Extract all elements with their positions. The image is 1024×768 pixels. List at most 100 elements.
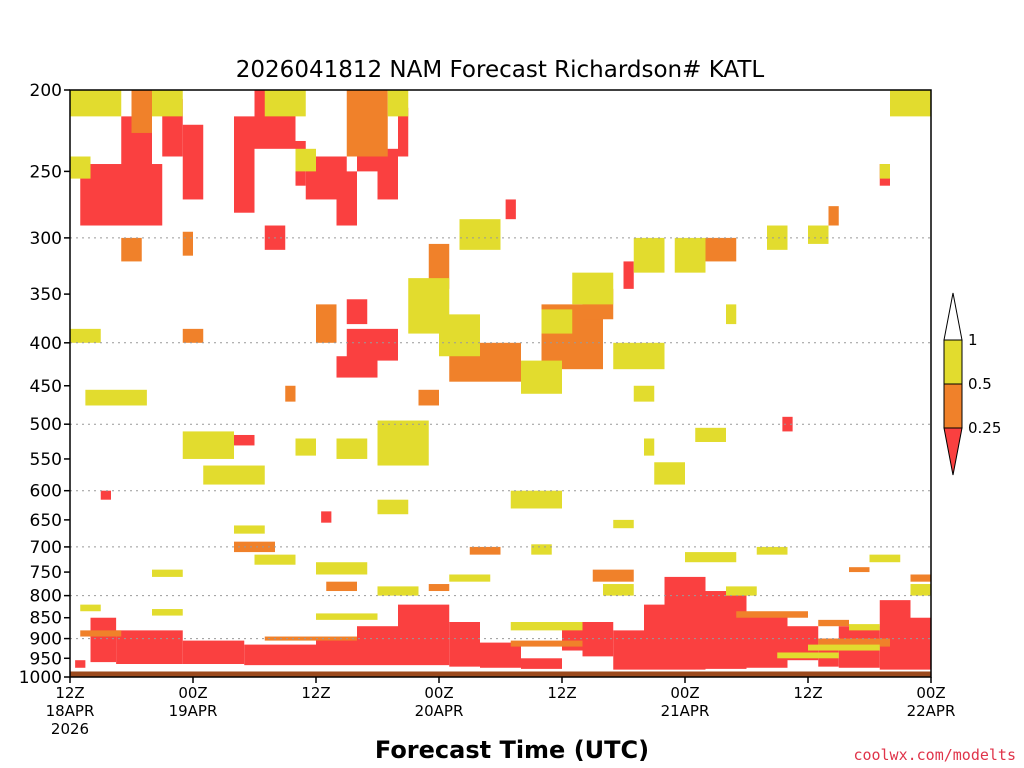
data-cell [131, 90, 152, 133]
data-cell [582, 621, 614, 657]
data-cell [182, 231, 193, 256]
data-cell [182, 124, 204, 200]
x-tick-label: 00Z [670, 684, 699, 702]
data-cell [80, 164, 163, 226]
data-cell [336, 171, 357, 226]
data-cell [459, 219, 501, 250]
plot-area [70, 90, 931, 677]
data-cell [910, 584, 931, 596]
data-cell [818, 638, 890, 647]
data-cell [654, 462, 685, 485]
data-cell [244, 644, 316, 666]
x-tick-label: 12Z [793, 684, 822, 702]
axes: 200 250 300 350 400 450 500 550 600 650 700 750 8008… [19, 81, 956, 738]
data-layer [70, 90, 931, 677]
y-tick-label: 450 [30, 377, 62, 397]
data-cell [264, 90, 306, 117]
data-cell [428, 243, 450, 289]
data-cell [849, 624, 880, 631]
data-cell [152, 90, 183, 117]
data-cell [613, 630, 644, 670]
legend-label: 1 [968, 331, 978, 349]
data-cell [203, 465, 265, 485]
y-tick-label: 400 [30, 334, 62, 354]
data-cell [782, 416, 793, 432]
y-tick-label: 200 [30, 81, 62, 101]
data-cell [100, 490, 111, 500]
data-cell [746, 613, 788, 668]
data-cell [480, 642, 521, 668]
x-tick-label: 22APR [907, 702, 956, 720]
data-cell [449, 574, 491, 582]
y-tick-label: 550 [30, 450, 62, 470]
data-cell [541, 309, 573, 334]
data-cell [828, 206, 839, 226]
plot-frame [69, 89, 932, 678]
data-cell [295, 148, 316, 172]
x-axis-label: Forecast Time (UTC) [375, 736, 649, 764]
data-cell [674, 237, 706, 273]
data-cell [890, 90, 931, 117]
data-cell [85, 389, 147, 406]
data-cell [377, 420, 429, 466]
data-cell [182, 328, 204, 343]
data-cell [326, 581, 357, 592]
data-cell [531, 544, 552, 555]
data-cell [234, 434, 255, 446]
y-tick-label: 750 [30, 563, 62, 583]
data-cell [449, 621, 480, 667]
legend: 1 0.5 0.25 [943, 292, 1001, 476]
plot-background [70, 90, 931, 677]
data-cell [116, 630, 183, 665]
y-tick-label: 350 [30, 285, 62, 305]
data-cell [398, 604, 450, 666]
x-tick-label: 21APR [661, 702, 710, 720]
data-cell [295, 438, 316, 456]
data-cell [316, 562, 368, 575]
y-tick-label: 500 [30, 415, 62, 435]
x-tick-label: 19APR [169, 702, 218, 720]
data-cell [336, 438, 368, 459]
data-cell [234, 116, 255, 213]
data-cell [182, 640, 245, 665]
data-cell [603, 584, 634, 596]
x-tick-label: 12Z [55, 684, 84, 702]
data-cell [685, 552, 737, 563]
data-cell [321, 511, 332, 523]
data-cell [346, 299, 368, 325]
data-cell [613, 342, 665, 370]
data-cell [879, 164, 890, 179]
data-cell [316, 304, 337, 343]
data-cell [633, 237, 665, 273]
data-cell [705, 237, 737, 262]
data-cell [910, 617, 931, 670]
x-tick-label: 00Z [178, 684, 207, 702]
series-1 [80, 90, 931, 647]
data-cell [572, 272, 614, 305]
y-tick-label: 600 [30, 482, 62, 502]
data-cell [818, 619, 849, 627]
data-cell [705, 591, 747, 669]
ground-layer [70, 671, 931, 677]
legend-label: 0.25 [968, 419, 1001, 437]
data-cell [505, 199, 516, 220]
data-cell [80, 604, 101, 612]
y-tick-label: 250 [30, 162, 62, 182]
data-cell [644, 604, 665, 670]
data-cell [377, 148, 398, 200]
legend-swatch-low [943, 427, 963, 476]
data-cell [152, 609, 183, 616]
data-cell [879, 600, 911, 670]
data-cell [234, 541, 275, 553]
x-tick-label: 12Z [547, 684, 576, 702]
y-tick-label: 800 [30, 587, 62, 607]
y-tick-label: 850 [30, 609, 62, 629]
data-cell [726, 586, 757, 596]
y-tick-label: 650 [30, 511, 62, 531]
data-cell [510, 640, 583, 647]
data-cell [90, 617, 117, 663]
y-tick-label: 900 [30, 630, 62, 650]
data-cell [316, 613, 378, 620]
x-tick-label: 2026 [51, 720, 89, 738]
